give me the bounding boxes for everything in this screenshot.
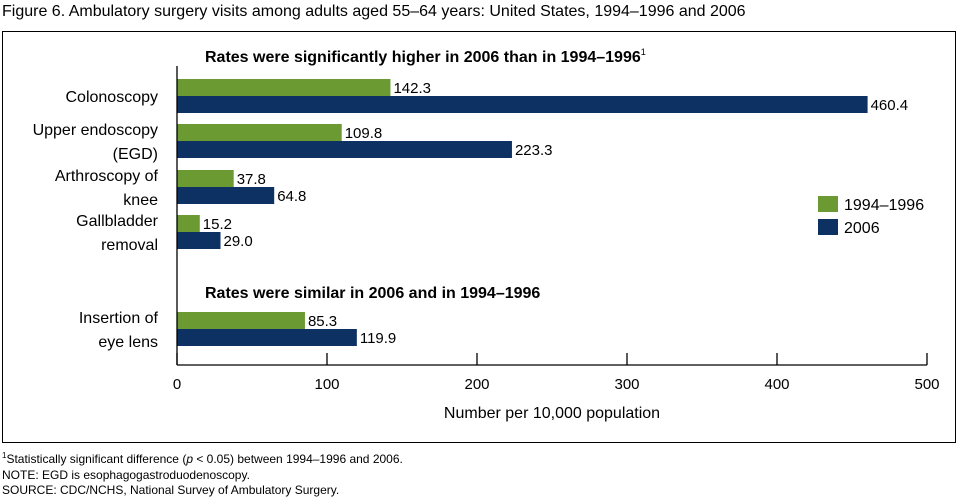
legend-label: 2006 bbox=[844, 220, 880, 237]
bar-1994-1996 bbox=[177, 79, 391, 96]
x-tick-label: 200 bbox=[464, 376, 489, 393]
bar-value-label: 37.8 bbox=[237, 171, 266, 188]
footnote-text-post: < 0.05) between 1994–1996 and 2006. bbox=[193, 452, 403, 466]
legend-swatch-2006 bbox=[818, 219, 838, 235]
bar-2006 bbox=[177, 96, 868, 113]
footnote-note: NOTE: EGD is esophagogastroduodenoscopy. bbox=[2, 467, 250, 482]
footnote-significance: 1Statistically significant difference (p… bbox=[2, 452, 403, 468]
legend-swatch-1994-1996 bbox=[818, 196, 838, 212]
category-label-line: eye lens bbox=[98, 334, 158, 351]
bar-value-label: 29.0 bbox=[224, 233, 253, 250]
x-axis-label: Number per 10,000 population bbox=[444, 405, 660, 422]
bar-value-label: 119.9 bbox=[360, 330, 396, 347]
category-label-line: Colonoscopy bbox=[66, 89, 159, 106]
bar-1994-1996 bbox=[177, 312, 305, 329]
bar-2006 bbox=[177, 329, 357, 346]
section-title-text: Rates were similar in 2006 and in 1994–1… bbox=[205, 285, 540, 302]
bar-1994-1996 bbox=[177, 124, 342, 141]
x-tick-label: 400 bbox=[764, 376, 789, 393]
x-tick-label: 0 bbox=[173, 376, 181, 393]
category-label-line: Gallbladder bbox=[76, 213, 159, 230]
section-title-text: Rates were significantly higher in 2006 … bbox=[205, 49, 641, 66]
footnote-marker: 1 bbox=[2, 451, 7, 460]
category-label-line: (EGD) bbox=[113, 146, 158, 163]
x-tick-label: 500 bbox=[914, 376, 939, 393]
bar-value-label: 142.3 bbox=[393, 80, 431, 97]
bar-1994-1996 bbox=[177, 215, 200, 232]
category-label-1: Upper endoscopy (EGD) bbox=[33, 122, 158, 163]
footnote-text-pre: Statistically significant difference ( bbox=[6, 452, 187, 466]
bar-2006 bbox=[177, 232, 221, 249]
bar-2006 bbox=[177, 141, 512, 158]
category-label-3: Gallbladder removal bbox=[76, 213, 159, 254]
footnotes: 1Statistically significant difference (p… bbox=[2, 452, 403, 499]
category-label-line: Arthroscopy of bbox=[55, 168, 159, 185]
x-tick-label: 100 bbox=[314, 376, 339, 393]
bar-2006 bbox=[177, 187, 275, 204]
bar-value-label: 64.8 bbox=[277, 188, 306, 205]
category-label-line: knee bbox=[123, 192, 158, 209]
bar-value-label: 109.8 bbox=[345, 125, 383, 142]
x-tick-label: 300 bbox=[614, 376, 639, 393]
chart-frame bbox=[2, 31, 956, 443]
bar-1994-1996 bbox=[177, 170, 234, 187]
section-title-superscript: 1 bbox=[641, 47, 646, 57]
category-label-line: Upper endoscopy bbox=[33, 122, 158, 139]
category-label-line: removal bbox=[101, 237, 158, 254]
bar-value-label: 85.3 bbox=[308, 313, 337, 330]
figure-title: Figure 6. Ambulatory surgery visits amon… bbox=[2, 3, 746, 20]
footnote-source: SOURCE: CDC/NCHS, National Survey of Amb… bbox=[2, 483, 340, 497]
bar-value-label: 223.3 bbox=[515, 142, 553, 159]
category-label-4: Insertion of eye lens bbox=[79, 310, 159, 351]
bar-value-label: 460.4 bbox=[871, 97, 909, 114]
footnote-p: p bbox=[186, 452, 193, 466]
category-label-line: Insertion of bbox=[79, 310, 159, 327]
section-title-1: Rates were similar in 2006 and in 1994–1… bbox=[205, 285, 540, 302]
category-label-2: Arthroscopy of knee bbox=[55, 168, 159, 209]
section-title-0: Rates were significantly higher in 2006 … bbox=[205, 47, 646, 66]
bar-value-label: 15.2 bbox=[203, 216, 232, 233]
category-label-0: Colonoscopy bbox=[66, 89, 159, 106]
legend-label: 1994–1996 bbox=[844, 197, 924, 214]
